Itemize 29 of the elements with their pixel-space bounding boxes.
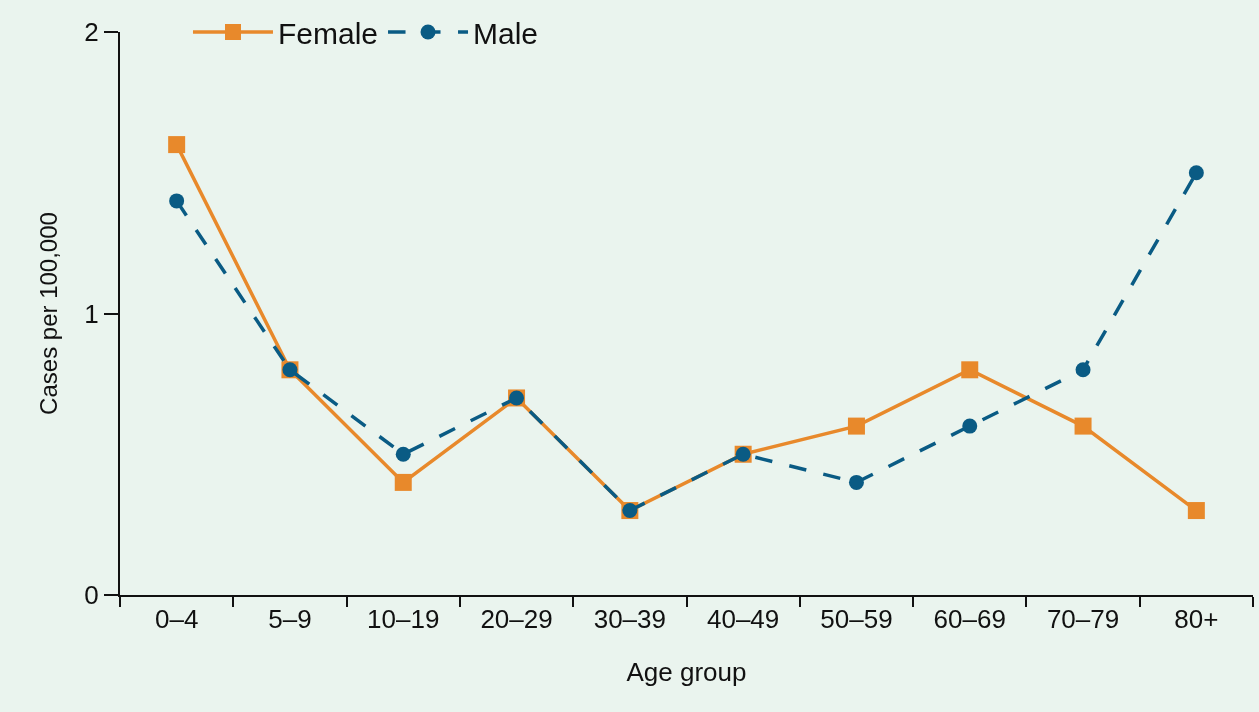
x-tick-label: 70–79 <box>1046 604 1120 635</box>
point <box>169 193 185 209</box>
point <box>394 473 412 491</box>
y-tick-label: 2 <box>84 17 99 48</box>
x-tick-label: 5–9 <box>268 604 312 635</box>
y-axis-title: Cases per 100,000 <box>34 212 62 415</box>
legend-label: Female <box>277 16 379 50</box>
point <box>395 446 411 462</box>
x-tick-label: 10–19 <box>367 604 440 635</box>
x-tick-label: 80+ <box>1174 604 1219 635</box>
point <box>961 361 979 379</box>
point <box>1074 417 1092 435</box>
x-tick-label: 40–49 <box>706 604 780 635</box>
x-tick-label: 50–59 <box>820 604 893 635</box>
x-axis-title: Age group <box>626 657 747 688</box>
y-tick-label: 0 <box>84 580 99 611</box>
point <box>168 136 186 154</box>
point <box>847 417 865 435</box>
x-tick-label: 60–69 <box>933 604 1006 635</box>
point <box>848 474 864 490</box>
x-tick-label: 0–4 <box>154 604 199 635</box>
y-tick-label: 1 <box>84 298 99 329</box>
point <box>1187 502 1205 520</box>
x-tick-label: 20–29 <box>480 604 553 635</box>
x-tick-label: 30–39 <box>593 604 667 635</box>
point <box>1188 165 1204 181</box>
point <box>962 418 978 434</box>
legend-label: Male <box>473 16 539 50</box>
point <box>1075 362 1091 378</box>
